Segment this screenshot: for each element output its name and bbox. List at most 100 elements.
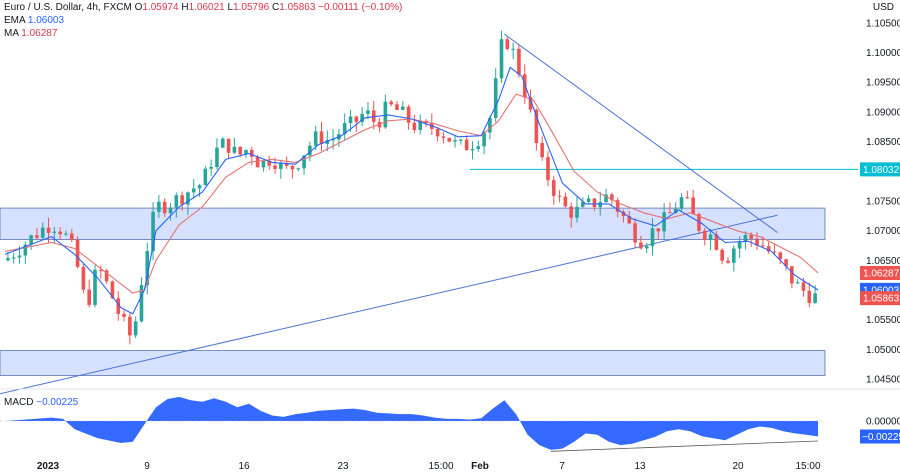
time-axis[interactable]: 2023 9 16 23 15:00 Feb 7 13 20 15:00 [37,461,821,472]
candle-body [528,97,533,110]
candle-body [598,202,603,208]
close-label: C [272,2,280,13]
trendlines [0,33,778,395]
candle-body [110,281,115,299]
candle-body [801,282,806,291]
candle-body [104,270,109,282]
candle-body [639,242,643,249]
ema-label: EMA [4,15,26,26]
candle-body [464,139,469,151]
candle-body [441,136,446,138]
candle-body [563,196,568,207]
price-zone [0,207,826,240]
candle-body [795,282,800,284]
candle-body [75,239,80,267]
candle-body [534,109,539,144]
candle-body [40,227,45,238]
candle-body [122,313,126,317]
candle-body [157,201,161,212]
candle-body [52,231,57,233]
low-value: 1.05796 [233,2,270,13]
price-badge-label: 1.06003 [863,285,900,296]
candle-body [87,289,92,305]
ema-legend[interactable]: EMA 1.06003 [4,15,64,27]
candle-body [29,235,33,245]
time-tick: 15:00 [795,461,820,472]
price-tick: 1.06500 [866,256,900,267]
macd-trendline [550,440,819,452]
candle-body [459,139,463,141]
candle-body [296,168,301,170]
candle-body [406,106,411,123]
low-label: L [227,2,234,13]
candle-body [371,110,376,122]
candle-body [81,266,86,290]
candle-body [319,131,324,144]
price-tick: 1.09000 [866,107,900,118]
candle-body [761,245,765,247]
open-value: 1.05974 [142,2,179,13]
candle-body [505,39,510,49]
time-tick: Feb [471,461,489,472]
price-badge-label: 1.05863 [863,294,900,305]
candle-body [267,160,272,166]
candle-body [308,145,312,156]
candle-body [470,148,475,151]
macd-area [5,396,818,450]
candle-body [726,260,730,263]
candle-body [650,228,655,247]
candle-body [807,290,812,303]
candle-body [453,140,457,142]
candle-body [621,211,626,217]
time-tick: 23 [337,461,349,472]
candle-body [162,201,167,214]
candle-body [575,206,579,218]
candle-body [679,197,684,209]
time-tick: 2023 [37,461,60,472]
candle-body [348,116,353,124]
symbol-title: Euro / U.S. Dollar, 4h, FXCM [4,2,132,13]
price-tick: 1.04500 [866,375,900,386]
candle-body [191,188,196,193]
ma-legend[interactable]: MA 1.06287 [4,28,57,40]
macd-legend[interactable]: MACD −0.00225 [4,397,78,409]
candle-body [186,192,190,205]
high-value: 1.06021 [188,2,225,13]
candle-body [673,208,678,214]
price-tick: 1.07500 [866,196,900,207]
candle-body [702,230,707,241]
candle-body [755,238,759,246]
macd-axis[interactable]: 0.00000 −0.00225 [860,417,900,444]
ema-line [4,66,819,315]
price-axis[interactable]: 1.10500 1.10000 1.09500 1.09000 1.08500 1.080… [860,18,900,386]
candle-body [604,194,608,203]
macd-badge-bg [860,429,900,444]
macd-tick: 0.00000 [866,417,900,428]
ema-value: 1.06003 [27,15,65,26]
candle-body [610,194,614,201]
candle-body [35,235,39,238]
ma-line [4,93,819,294]
price-tick: 1.07000 [866,226,900,237]
candle-body [586,198,591,202]
macd-pane [0,396,823,452]
candle-body [476,146,481,149]
candle-body [133,321,138,336]
macd-badge-label: −0.00225 [862,432,900,443]
candle-body [685,197,690,199]
candle-body [232,146,237,153]
candle-body [331,139,335,141]
candle-body [551,180,556,196]
time-tick: 7 [559,461,565,472]
candle-body [714,234,719,250]
candle-body [412,122,417,131]
candle-body [389,101,393,105]
candle-body [731,248,736,263]
candle-body [284,163,289,166]
price-badge-bg [860,265,900,280]
candle-body [273,165,277,169]
candle-body [342,123,347,135]
candle-body [784,259,788,267]
candle-body [168,207,173,214]
